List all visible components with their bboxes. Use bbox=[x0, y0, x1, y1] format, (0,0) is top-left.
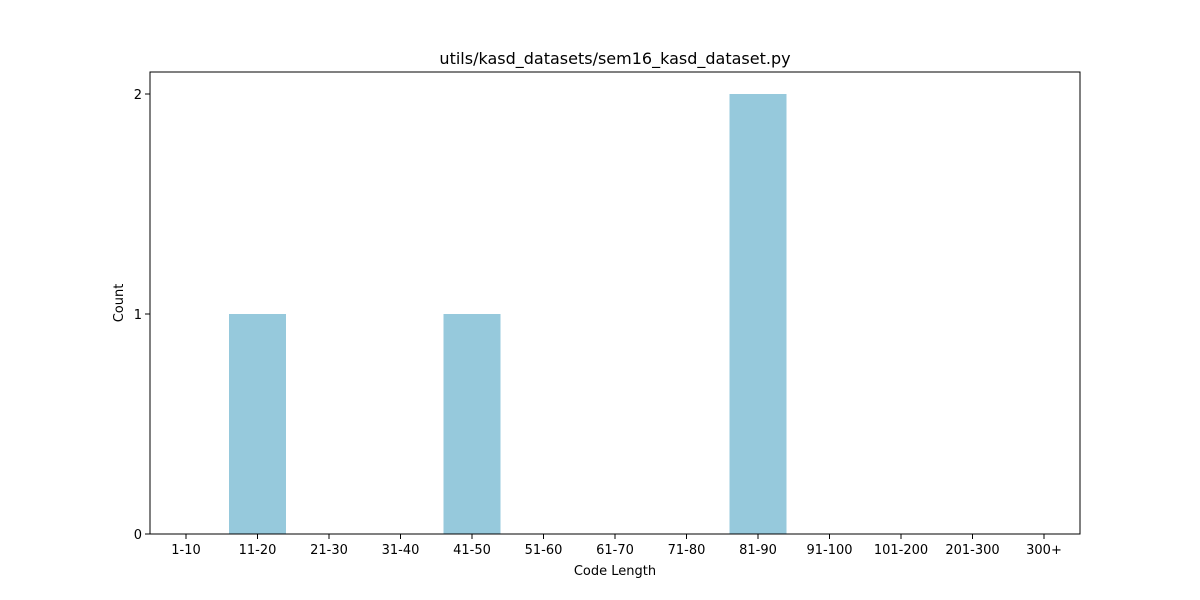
bar-81-90 bbox=[730, 94, 787, 534]
x-tick-label: 21-30 bbox=[310, 543, 348, 558]
bar-11-20 bbox=[229, 314, 286, 534]
x-axis-title: Code Length bbox=[574, 564, 656, 579]
y-axis: 0 1 2 bbox=[134, 88, 150, 543]
chart-title: utils/kasd_datasets/sem16_kasd_dataset.p… bbox=[439, 49, 790, 69]
x-tick-label: 81-90 bbox=[739, 543, 777, 558]
x-axis: 1-10 11-20 21-30 31-40 41-50 51-60 61-70 71-80 8… bbox=[171, 534, 1062, 558]
plot-frame bbox=[150, 72, 1080, 534]
x-tick-label: 91-100 bbox=[806, 543, 852, 558]
x-tick-label: 71-80 bbox=[668, 543, 706, 558]
x-tick-label: 41-50 bbox=[453, 543, 491, 558]
x-tick-label: 300+ bbox=[1026, 543, 1062, 558]
y-tick-label: 1 bbox=[134, 308, 142, 323]
bar-41-50 bbox=[444, 314, 501, 534]
x-tick-label: 201-300 bbox=[945, 543, 999, 558]
x-tick-label: 31-40 bbox=[382, 543, 420, 558]
y-axis-title: Count bbox=[112, 284, 127, 323]
x-tick-label: 1-10 bbox=[171, 543, 201, 558]
bars-layer bbox=[229, 94, 787, 534]
y-tick-label: 0 bbox=[134, 528, 142, 543]
y-tick-label: 2 bbox=[134, 88, 142, 103]
x-tick-label: 51-60 bbox=[525, 543, 563, 558]
x-tick-label: 101-200 bbox=[874, 543, 928, 558]
x-tick-label: 11-20 bbox=[239, 543, 277, 558]
x-tick-label: 61-70 bbox=[596, 543, 634, 558]
